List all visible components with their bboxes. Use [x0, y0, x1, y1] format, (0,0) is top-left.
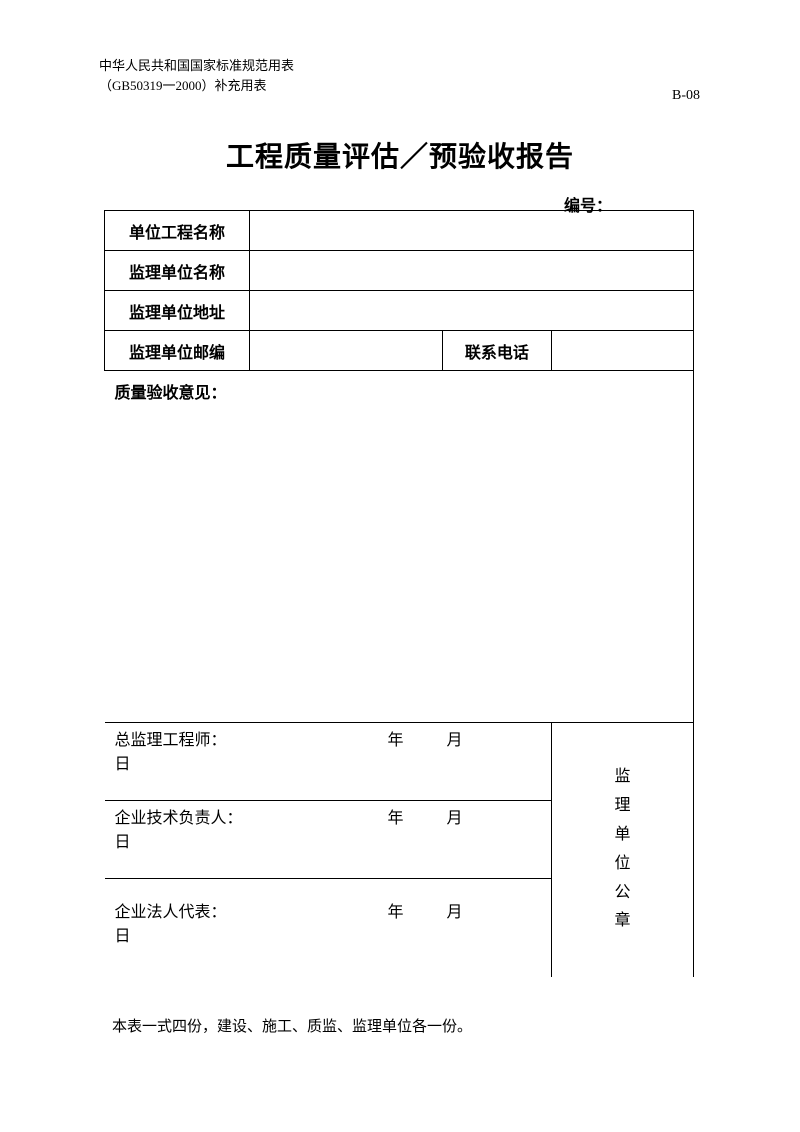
- seal-char6: 章: [562, 907, 683, 936]
- contact-phone-value[interactable]: [552, 331, 694, 371]
- tech-lead-cell[interactable]: 企业技术负责人： 年 月 日: [105, 801, 552, 879]
- legal-rep-cell[interactable]: 企业法人代表： 年 月 日: [105, 879, 552, 977]
- footer-note: 本表一式四份，建设、施工、质监、监理单位各一份。: [112, 1015, 472, 1036]
- project-name-row: 单位工程名称: [105, 211, 694, 251]
- day-label: 日: [115, 756, 131, 773]
- seal-cell: 监 理 单 位 公 章: [552, 723, 694, 977]
- supervisor-address-row: 监理单位地址: [105, 291, 694, 331]
- seal-char1: 监: [562, 763, 683, 792]
- year-label: 年: [334, 729, 404, 753]
- month-label: 月: [408, 901, 463, 925]
- quality-opinion-label: 质量验收意见：: [115, 385, 227, 402]
- supervisor-name-label: 监理单位名称: [105, 251, 250, 291]
- legal-rep-label: 企业法人代表：: [115, 901, 330, 925]
- supervisor-address-value[interactable]: [249, 291, 693, 331]
- page-title: 工程质量评估／预验收报告: [0, 135, 800, 175]
- seal-char4: 位: [562, 850, 683, 879]
- header-standard-ref: 中华人民共和国国家标准规范用表 （GB50319一2000）补充用表: [99, 56, 294, 95]
- supervisor-name-row: 监理单位名称: [105, 251, 694, 291]
- supervisor-postcode-value[interactable]: [249, 331, 442, 371]
- seal-char3: 单: [562, 821, 683, 850]
- seal-char5: 公: [562, 879, 683, 908]
- day-label: 日: [115, 834, 131, 851]
- form-code: B-08: [672, 88, 700, 104]
- header-line1: 中华人民共和国国家标准规范用表: [99, 56, 294, 76]
- chief-engineer-row: 总监理工程师： 年 月 日 监 理 单 位 公 章: [105, 723, 694, 801]
- project-name-value[interactable]: [249, 211, 693, 251]
- month-label: 月: [408, 729, 463, 753]
- year-label: 年: [334, 807, 404, 831]
- quality-opinion-row: 质量验收意见：: [105, 371, 694, 723]
- supervisor-postcode-label: 监理单位邮编: [105, 331, 250, 371]
- header-line2: （GB50319一2000）补充用表: [99, 76, 294, 96]
- seal-char2: 理: [562, 792, 683, 821]
- chief-engineer-cell[interactable]: 总监理工程师： 年 月 日: [105, 723, 552, 801]
- postcode-phone-row: 监理单位邮编 联系电话: [105, 331, 694, 371]
- supervisor-name-value[interactable]: [249, 251, 693, 291]
- chief-engineer-label: 总监理工程师：: [115, 729, 330, 753]
- day-label: 日: [115, 928, 131, 945]
- supervisor-address-label: 监理单位地址: [105, 291, 250, 331]
- quality-opinion-cell[interactable]: 质量验收意见：: [105, 371, 694, 723]
- contact-phone-label: 联系电话: [442, 331, 551, 371]
- tech-lead-label: 企业技术负责人：: [115, 807, 330, 831]
- month-label: 月: [408, 807, 463, 831]
- form-table: 单位工程名称 监理单位名称 监理单位地址 监理单位邮编 联系电话 质量验收意见：…: [104, 210, 694, 977]
- year-label: 年: [334, 901, 404, 925]
- project-name-label: 单位工程名称: [105, 211, 250, 251]
